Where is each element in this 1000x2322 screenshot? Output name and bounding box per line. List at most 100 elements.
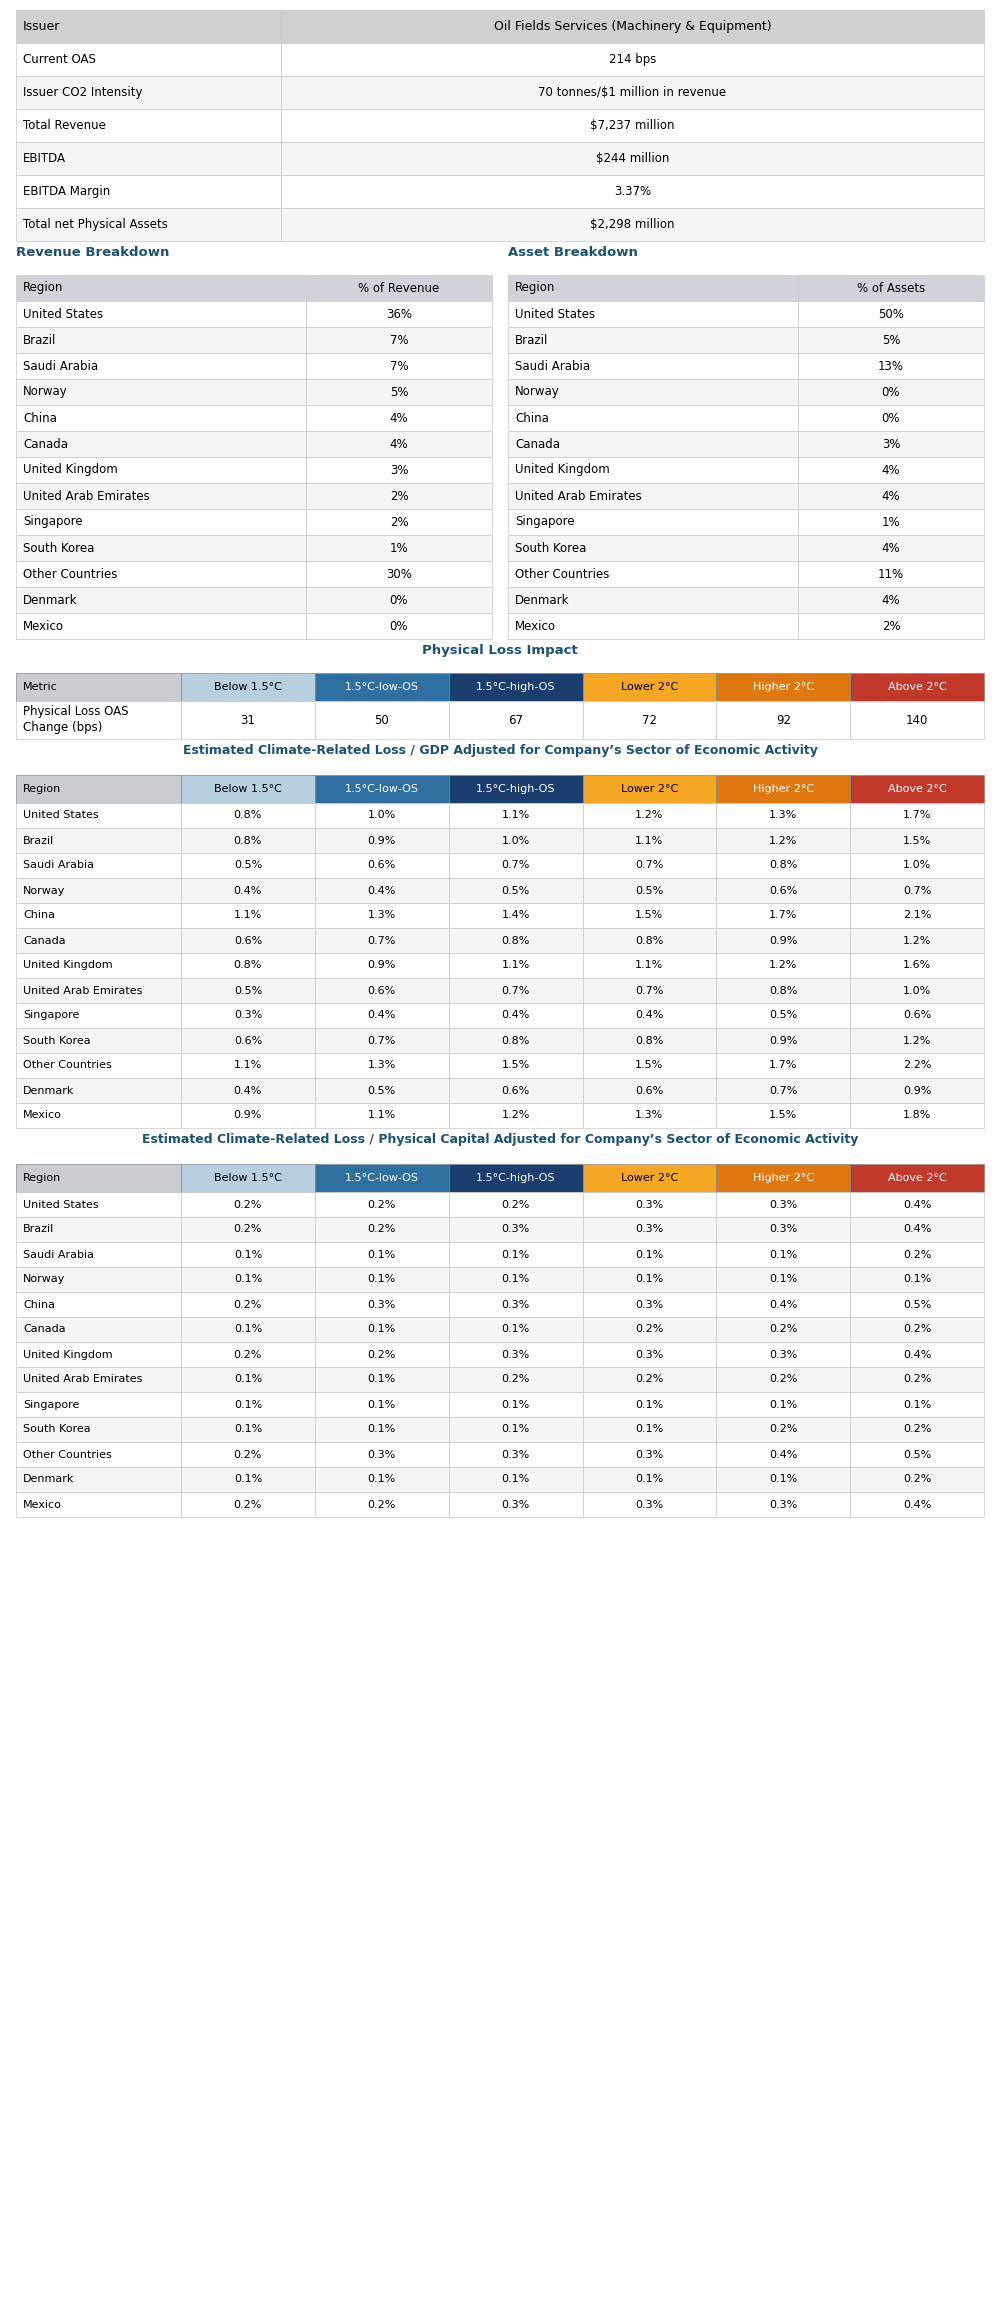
Text: 0.1%: 0.1%	[501, 1275, 530, 1284]
Bar	[508, 274, 798, 302]
Text: 0.8%: 0.8%	[769, 985, 797, 996]
Text: 0.1%: 0.1%	[368, 1474, 396, 1484]
Bar	[16, 404, 306, 432]
Text: 31: 31	[240, 713, 255, 727]
Text: 1.5%: 1.5%	[635, 910, 664, 920]
Bar	[716, 1317, 850, 1342]
Bar	[181, 1391, 315, 1416]
Text: 0.7%: 0.7%	[368, 936, 396, 945]
Text: 0.7%: 0.7%	[501, 861, 530, 871]
Bar	[181, 929, 315, 952]
Text: 4%: 4%	[390, 411, 408, 425]
Text: 1.3%: 1.3%	[769, 810, 797, 820]
Bar	[583, 1368, 716, 1391]
Text: 70 tonnes/$1 million in revenue: 70 tonnes/$1 million in revenue	[538, 86, 727, 100]
Text: 0.1%: 0.1%	[234, 1275, 262, 1284]
Text: 50: 50	[374, 713, 389, 727]
Bar	[850, 1342, 984, 1368]
Bar	[850, 1268, 984, 1291]
Bar	[181, 829, 315, 852]
Text: Region: Region	[23, 281, 63, 295]
Text: 4%: 4%	[390, 437, 408, 450]
Bar	[449, 1317, 583, 1342]
Text: 0.4%: 0.4%	[769, 1300, 797, 1310]
Text: 0.3%: 0.3%	[769, 1500, 797, 1509]
Bar	[583, 1242, 716, 1268]
Bar	[315, 829, 449, 852]
Bar	[583, 1191, 716, 1217]
Bar	[583, 1493, 716, 1516]
Bar	[181, 952, 315, 978]
Text: 1.2%: 1.2%	[635, 810, 664, 820]
Bar	[716, 952, 850, 978]
Text: 0.2%: 0.2%	[903, 1375, 931, 1384]
Bar	[850, 776, 984, 803]
Text: 0.1%: 0.1%	[769, 1249, 797, 1259]
Text: 0.5%: 0.5%	[501, 885, 530, 896]
Text: China: China	[23, 411, 57, 425]
Text: 2.2%: 2.2%	[903, 1061, 931, 1070]
Bar	[306, 587, 492, 613]
Bar	[449, 852, 583, 878]
Bar	[181, 673, 315, 701]
Text: 0.8%: 0.8%	[234, 836, 262, 845]
Bar	[449, 1416, 583, 1442]
Bar	[16, 9, 281, 44]
Text: Canada: Canada	[23, 437, 68, 450]
Text: 0.4%: 0.4%	[368, 1010, 396, 1019]
Text: United Arab Emirates: United Arab Emirates	[23, 1375, 142, 1384]
Bar	[716, 1493, 850, 1516]
Text: 1.5%: 1.5%	[501, 1061, 530, 1070]
Text: 0.1%: 0.1%	[903, 1275, 931, 1284]
Bar	[583, 1342, 716, 1368]
Text: 0.9%: 0.9%	[769, 1036, 797, 1045]
Bar	[850, 1103, 984, 1128]
Bar	[16, 613, 306, 639]
Bar	[508, 509, 798, 534]
Text: 1.1%: 1.1%	[234, 1061, 262, 1070]
Bar	[583, 903, 716, 929]
Text: 0.1%: 0.1%	[635, 1400, 664, 1409]
Bar	[508, 404, 798, 432]
Bar	[181, 1268, 315, 1291]
Bar	[583, 978, 716, 1003]
Text: Singapore: Singapore	[515, 515, 575, 529]
Text: 1%: 1%	[882, 515, 900, 529]
Bar	[16, 44, 281, 77]
Text: 1.0%: 1.0%	[368, 810, 396, 820]
Text: 0.1%: 0.1%	[769, 1400, 797, 1409]
Text: 0.1%: 0.1%	[368, 1324, 396, 1335]
Bar	[16, 1217, 181, 1242]
Text: 0.3%: 0.3%	[635, 1224, 664, 1235]
Bar	[850, 1493, 984, 1516]
Text: Lower 2°C: Lower 2°C	[621, 1173, 678, 1182]
Bar	[306, 534, 492, 562]
Text: Other Countries: Other Countries	[23, 1449, 112, 1461]
Text: 0.2%: 0.2%	[903, 1423, 931, 1435]
Text: 0.1%: 0.1%	[501, 1400, 530, 1409]
Text: 0.2%: 0.2%	[234, 1449, 262, 1461]
Bar	[798, 353, 984, 378]
Bar	[850, 1317, 984, 1342]
Bar	[798, 534, 984, 562]
Bar	[16, 1029, 181, 1052]
Text: 7%: 7%	[390, 360, 408, 372]
Bar	[181, 1442, 315, 1468]
Text: 5%: 5%	[390, 385, 408, 399]
Bar	[716, 852, 850, 878]
Text: 2%: 2%	[882, 620, 900, 632]
Bar	[850, 852, 984, 878]
Text: 1.5%: 1.5%	[635, 1061, 664, 1070]
Bar	[181, 903, 315, 929]
Bar	[798, 587, 984, 613]
Bar	[281, 44, 984, 77]
Text: Singapore: Singapore	[23, 1010, 79, 1019]
Text: 0.2%: 0.2%	[234, 1200, 262, 1210]
Bar	[449, 1342, 583, 1368]
Text: 0.4%: 0.4%	[769, 1449, 797, 1461]
Text: 1.5°C-low-OS: 1.5°C-low-OS	[345, 683, 419, 692]
Bar	[716, 1029, 850, 1052]
Bar	[583, 803, 716, 829]
Text: 0.2%: 0.2%	[234, 1349, 262, 1358]
Bar	[16, 1391, 181, 1416]
